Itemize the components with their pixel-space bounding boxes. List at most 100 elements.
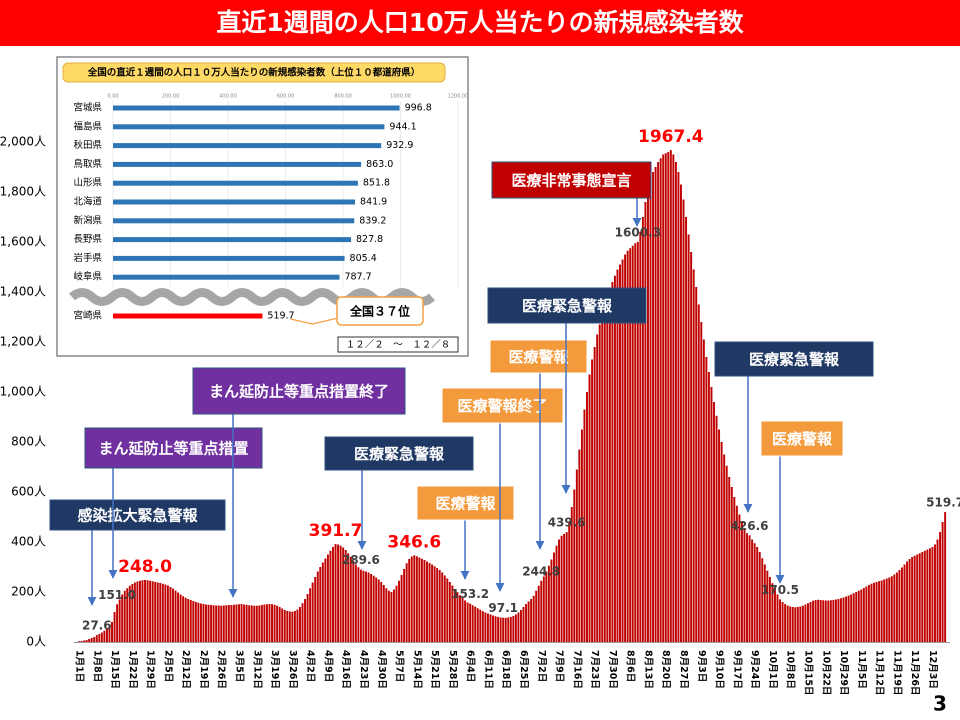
bar (382, 585, 385, 642)
y-tick-label: 1,600人 (0, 235, 46, 249)
data-label: 932.9 (386, 140, 413, 151)
bar (90, 638, 93, 642)
data-label: 863.0 (366, 159, 393, 170)
bar (796, 607, 799, 642)
category-label: 岩手県 (73, 252, 102, 264)
x-tick-label: 10月29日 (838, 650, 849, 695)
bar (131, 584, 134, 642)
bar (644, 202, 647, 642)
data-label: 827.8 (356, 234, 383, 245)
data-label: 391.7 (309, 521, 363, 541)
main-chart: 0人 200人 400人 600人 800人 1,000人 1,200人 1,400人 1,60… (0, 127, 960, 695)
bar (542, 576, 545, 642)
data-label: 439.6 (548, 516, 586, 530)
x-tick-label: 9月17日 (731, 650, 742, 689)
bar (210, 605, 213, 642)
bar (855, 592, 858, 642)
annotation-text: まん延防止等重点措置終了 (209, 383, 389, 401)
bar (451, 585, 454, 642)
bar (654, 167, 657, 642)
y-tick-label: 600人 (11, 485, 46, 499)
bar (100, 632, 103, 642)
bar (525, 604, 528, 642)
bar (695, 287, 698, 642)
bar (398, 580, 401, 642)
bar (748, 535, 751, 642)
bar (441, 572, 444, 642)
bar (583, 409, 586, 642)
bar (900, 567, 903, 642)
bar (255, 605, 258, 642)
bar (773, 589, 776, 642)
x-tick-label: 4月30日 (376, 650, 387, 689)
bar (692, 269, 695, 642)
bar (481, 611, 484, 642)
bar (260, 605, 263, 642)
bar (433, 566, 436, 642)
callout-text: 全国３７位 (349, 304, 410, 319)
bar (174, 590, 177, 642)
bar (657, 162, 660, 642)
bar (789, 606, 792, 642)
category-label: 福島県 (73, 120, 102, 132)
bar (469, 603, 472, 642)
bar (916, 554, 919, 642)
bar (268, 604, 271, 642)
bar (293, 611, 296, 642)
bar (550, 559, 553, 642)
bar (880, 580, 883, 642)
bar (159, 583, 162, 642)
bar (847, 595, 850, 642)
bar (296, 609, 299, 642)
bar (700, 322, 703, 642)
bar (867, 585, 870, 642)
bar (944, 512, 947, 642)
x-tick-label: 200.00 (162, 94, 180, 100)
bar (570, 507, 573, 642)
bar (347, 553, 350, 642)
bar (530, 599, 533, 642)
bar (918, 553, 921, 642)
x-tick-label: 12月3日 (927, 650, 938, 689)
bar (121, 594, 124, 642)
bar (832, 600, 835, 642)
bar (390, 592, 393, 642)
inset-chart: 全国の直近１週間の人口１０万人当たりの新規感染者数（上位１０都道府県） 0.00… (56, 56, 469, 357)
category-label: 新潟県 (73, 214, 102, 226)
bar (662, 154, 665, 642)
bar (702, 339, 705, 642)
bar (639, 232, 642, 642)
bar (588, 374, 591, 642)
bar (352, 560, 355, 642)
x-tick-label: 2月12日 (180, 650, 191, 689)
category-label: 北海道 (73, 196, 102, 208)
bar (474, 606, 477, 642)
bar (286, 611, 289, 642)
bar (141, 580, 144, 642)
bar (928, 548, 931, 642)
x-tick-label: 9月10日 (714, 650, 725, 689)
bar (837, 599, 840, 642)
bar (931, 547, 934, 642)
bar (105, 628, 108, 642)
bar (664, 153, 667, 642)
period-text: １２／２ ～ １２／８ (346, 340, 451, 351)
bar (608, 289, 611, 642)
bar (522, 607, 525, 642)
bar (850, 594, 853, 642)
bar (646, 189, 649, 642)
bar (768, 577, 771, 642)
x-tick-label: 3月12日 (251, 650, 262, 689)
bar (829, 600, 832, 642)
bar (88, 639, 91, 642)
bar (923, 550, 926, 642)
bar (334, 544, 337, 642)
annotation-box (441, 387, 564, 424)
bar (766, 570, 769, 642)
bar (540, 580, 543, 642)
x-tick-label: 9月3日 (696, 650, 707, 682)
bar (934, 544, 936, 642)
bar (669, 150, 672, 642)
category-label: 山形県 (73, 177, 102, 189)
bar (840, 598, 842, 642)
